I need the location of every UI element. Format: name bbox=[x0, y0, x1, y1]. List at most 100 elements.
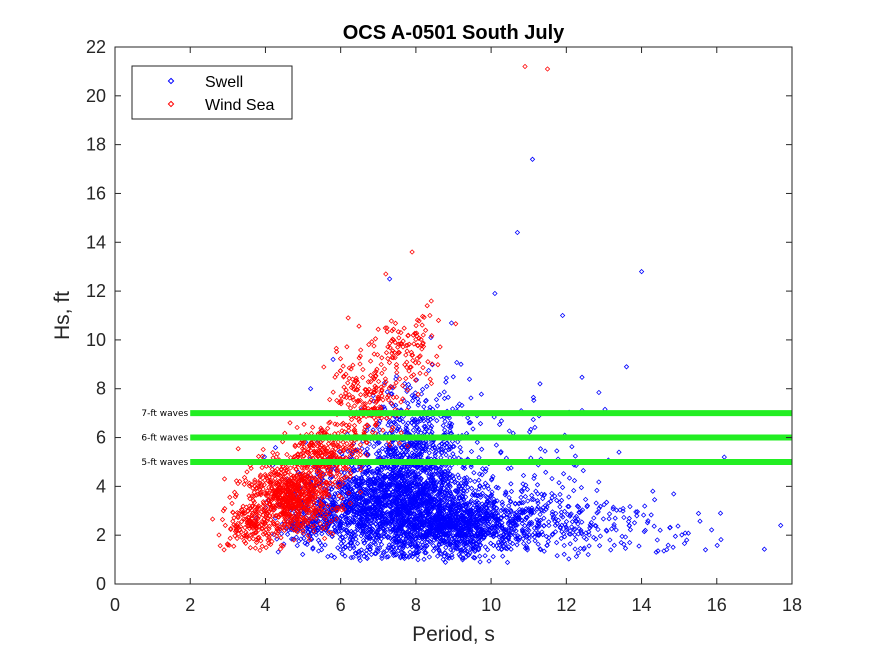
data-point bbox=[369, 495, 375, 501]
data-point bbox=[367, 399, 373, 405]
data-point bbox=[459, 557, 466, 563]
data-point bbox=[546, 535, 552, 541]
data-point bbox=[718, 536, 724, 543]
data-point bbox=[355, 398, 361, 404]
data-point bbox=[679, 532, 685, 538]
data-point bbox=[334, 484, 340, 490]
data-point bbox=[579, 519, 585, 525]
data-point bbox=[353, 414, 359, 420]
data-point bbox=[449, 501, 456, 507]
data-point bbox=[575, 516, 581, 523]
data-point bbox=[618, 539, 624, 546]
data-point bbox=[441, 540, 447, 546]
data-point bbox=[550, 515, 556, 522]
data-point bbox=[389, 400, 395, 407]
data-point bbox=[296, 494, 302, 500]
data-point bbox=[319, 426, 325, 433]
data-point bbox=[437, 490, 443, 496]
data-point bbox=[474, 513, 480, 519]
data-point bbox=[408, 502, 414, 508]
data-point bbox=[389, 477, 396, 483]
data-point bbox=[621, 514, 627, 521]
data-point bbox=[471, 470, 477, 476]
data-point bbox=[221, 476, 228, 482]
data-point bbox=[358, 475, 365, 481]
data-point bbox=[472, 555, 478, 561]
data-point bbox=[434, 519, 441, 526]
data-point bbox=[377, 427, 383, 433]
data-point bbox=[252, 479, 258, 485]
data-point bbox=[415, 402, 421, 408]
data-point bbox=[385, 451, 391, 457]
data-point bbox=[534, 482, 541, 488]
data-point bbox=[378, 492, 384, 498]
data-point bbox=[346, 375, 352, 382]
data-point bbox=[385, 481, 391, 487]
data-point bbox=[415, 506, 421, 512]
data-point bbox=[321, 445, 327, 451]
data-point bbox=[357, 489, 364, 495]
data-point bbox=[432, 450, 438, 456]
data-point bbox=[296, 503, 302, 509]
data-point bbox=[363, 519, 369, 525]
data-point bbox=[457, 553, 463, 559]
data-point bbox=[394, 394, 400, 400]
data-point bbox=[549, 509, 556, 515]
data-point bbox=[587, 525, 593, 531]
data-point bbox=[480, 506, 487, 512]
data-point bbox=[522, 493, 529, 500]
data-point bbox=[266, 526, 272, 532]
data-point bbox=[569, 444, 575, 450]
data-point bbox=[292, 527, 299, 534]
data-point bbox=[477, 542, 484, 548]
data-point bbox=[438, 534, 444, 540]
data-point bbox=[379, 464, 385, 470]
data-point bbox=[458, 513, 464, 519]
data-point bbox=[387, 414, 393, 420]
data-point bbox=[387, 476, 393, 482]
data-point bbox=[404, 426, 410, 433]
data-point bbox=[379, 393, 385, 399]
data-point bbox=[389, 549, 395, 555]
data-point bbox=[561, 534, 568, 540]
data-point bbox=[505, 534, 512, 540]
data-point bbox=[389, 499, 395, 505]
data-point bbox=[574, 503, 581, 509]
data-point bbox=[420, 481, 427, 488]
data-point bbox=[448, 491, 454, 497]
data-point bbox=[458, 509, 465, 515]
data-point bbox=[274, 523, 280, 529]
data-point bbox=[448, 320, 455, 326]
data-point bbox=[279, 492, 285, 499]
data-point bbox=[447, 444, 453, 450]
data-point bbox=[341, 474, 347, 481]
data-point bbox=[358, 392, 364, 398]
data-point bbox=[447, 465, 453, 472]
data-point bbox=[597, 533, 604, 539]
data-point bbox=[380, 474, 386, 481]
data-point bbox=[349, 451, 356, 457]
data-point bbox=[319, 473, 325, 480]
data-point bbox=[301, 517, 308, 524]
data-point bbox=[278, 467, 285, 473]
data-point bbox=[463, 519, 469, 526]
data-point bbox=[504, 546, 510, 552]
data-point bbox=[390, 488, 396, 495]
data-point bbox=[490, 499, 497, 505]
data-point bbox=[519, 510, 526, 516]
data-point bbox=[499, 525, 505, 531]
data-point bbox=[428, 481, 434, 487]
data-point bbox=[278, 466, 284, 472]
data-point bbox=[584, 503, 590, 510]
data-point bbox=[252, 477, 258, 483]
data-point bbox=[378, 541, 385, 548]
data-point bbox=[359, 550, 366, 556]
data-point bbox=[572, 546, 578, 552]
data-point bbox=[418, 544, 424, 551]
data-point bbox=[531, 534, 538, 540]
data-point bbox=[348, 384, 355, 391]
data-point bbox=[367, 543, 374, 550]
data-point bbox=[362, 512, 368, 518]
data-point bbox=[397, 525, 403, 532]
data-point bbox=[300, 529, 306, 536]
